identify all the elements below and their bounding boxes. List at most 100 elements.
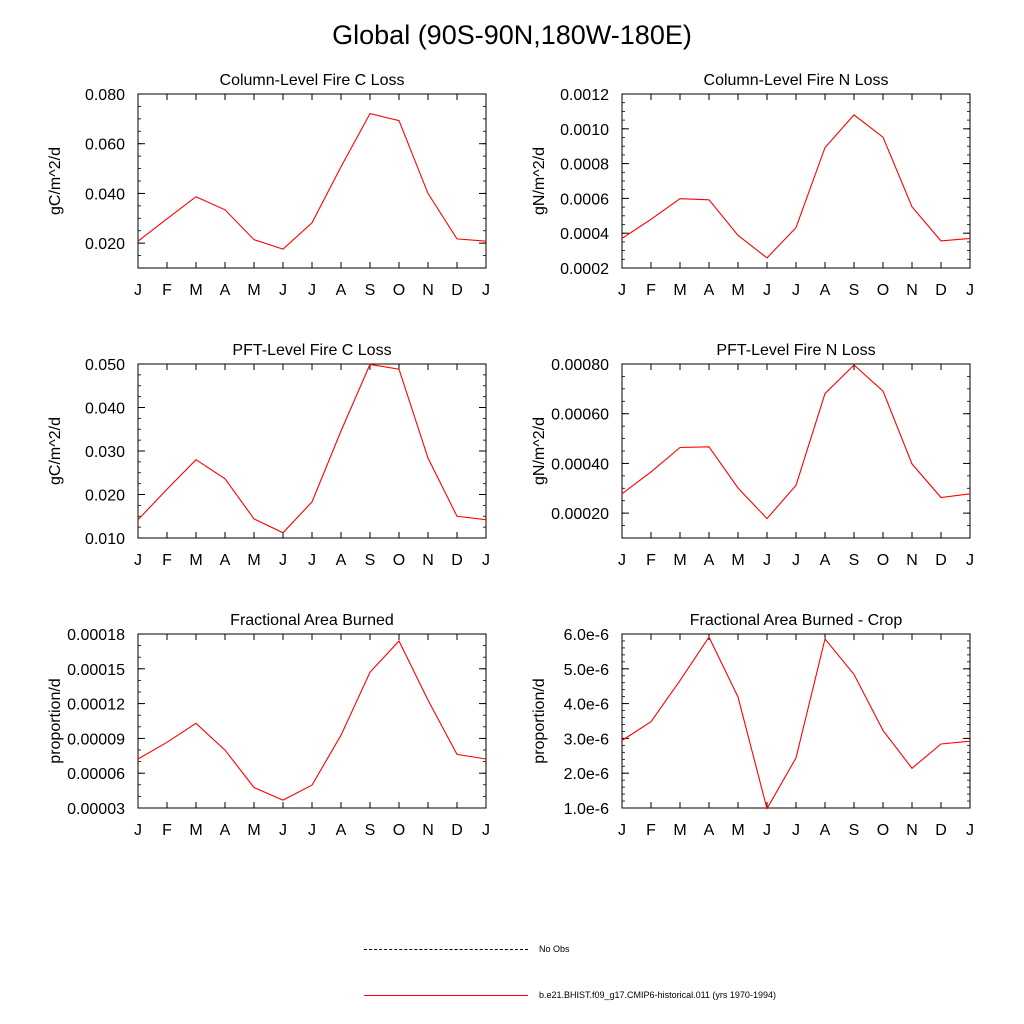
y-tick-label: 0.0012 [560,87,609,104]
y-axis-label: gC/m^2/d [47,417,64,485]
panel-title: Column-Level Fire N Loss [704,72,889,89]
series-line [137,363,487,534]
y-tick-label: 6.0e-6 [564,627,609,644]
x-tick-label: F [162,552,172,569]
x-tick-label: M [247,822,260,839]
x-tick-label: J [966,282,974,299]
series-line [137,112,487,250]
plot-frame [621,633,971,809]
x-tick-label: O [877,282,889,299]
y-axis-label: gN/m^2/d [531,417,548,485]
x-tick-label: M [247,552,260,569]
plot-frame [137,93,487,269]
x-tick-label: J [482,282,490,299]
y-tick-label: 0.00040 [551,456,609,473]
y-tick-label: 0.00015 [67,662,125,679]
x-tick-label: J [618,552,626,569]
y-tick-label: 0.0006 [560,191,609,208]
y-tick-label: 0.0004 [560,226,609,243]
x-tick-label: D [935,282,947,299]
x-tick-label: M [189,282,202,299]
y-tick-label: 0.0008 [560,157,609,174]
x-tick-label: J [966,552,974,569]
x-tick-label: J [482,552,490,569]
x-tick-label: A [336,822,347,839]
x-tick-label: M [731,552,744,569]
x-tick-label: O [393,822,405,839]
x-tick-label: O [877,552,889,569]
x-tick-label: D [935,552,947,569]
y-tick-label: 0.00009 [67,731,125,748]
x-tick-label: N [906,822,918,839]
plot-frame [621,363,971,539]
x-tick-label: S [849,552,860,569]
series-line [621,364,971,520]
legend-line-model [364,995,528,996]
panel-title: Fractional Area Burned [230,612,394,629]
x-tick-label: S [849,282,860,299]
y-tick-label: 4.0e-6 [564,697,609,714]
legend-label-model: b.e21.BHIST.f09_g17.CMIP6-historical.011… [539,990,776,1000]
x-tick-label: J [308,552,316,569]
y-tick-label: 0.040 [85,186,125,203]
x-tick-label: J [308,282,316,299]
x-tick-label: S [365,552,376,569]
plot-frame [621,93,971,269]
x-tick-label: F [646,282,656,299]
y-tick-label: 0.030 [85,444,125,461]
y-axis-label: gN/m^2/d [531,147,548,215]
series-line [621,635,971,811]
x-tick-label: J [134,822,142,839]
y-tick-label: 0.060 [85,137,125,154]
x-tick-label: A [704,552,715,569]
x-tick-label: A [704,822,715,839]
x-tick-label: N [906,282,918,299]
y-tick-label: 0.0010 [560,122,609,139]
y-tick-label: 0.050 [85,357,125,374]
x-tick-label: N [422,822,434,839]
x-tick-label: O [393,552,405,569]
panel-title: Column-Level Fire C Loss [220,72,405,89]
panel-title: PFT-Level Fire C Loss [232,342,391,359]
x-tick-label: M [731,822,744,839]
x-tick-label: N [906,552,918,569]
x-tick-label: S [849,822,860,839]
x-tick-label: M [673,822,686,839]
x-tick-label: F [162,282,172,299]
y-axis-label: proportion/d [531,678,548,763]
plot-frame [137,633,487,809]
x-tick-label: D [451,552,463,569]
x-tick-label: J [792,822,800,839]
legend-label-no-obs: No Obs [539,944,570,954]
y-tick-label: 2.0e-6 [564,766,609,783]
y-axis-label: proportion/d [47,678,64,763]
x-tick-label: J [308,822,316,839]
x-tick-label: O [393,282,405,299]
x-tick-label: M [731,282,744,299]
x-tick-label: J [618,822,626,839]
y-tick-label: 0.080 [85,87,125,104]
x-tick-label: J [279,822,287,839]
x-tick-label: A [220,282,231,299]
x-tick-label: J [792,552,800,569]
x-tick-label: D [451,822,463,839]
x-tick-label: J [792,282,800,299]
y-tick-label: 0.020 [85,236,125,253]
x-tick-label: J [482,822,490,839]
x-tick-label: O [877,822,889,839]
x-tick-label: F [646,822,656,839]
x-tick-label: J [279,282,287,299]
chart-panel-1: J F M A M J J A S O N D J0.0200.0400.0600.080Column-… [47,72,490,299]
x-tick-label: M [189,552,202,569]
x-tick-label: J [279,552,287,569]
plot-frame [137,363,487,539]
x-tick-label: J [763,282,771,299]
x-tick-label: A [220,822,231,839]
x-tick-label: N [422,282,434,299]
panel-title: Fractional Area Burned - Crop [690,612,903,629]
y-tick-label: 1.0e-6 [564,801,609,818]
y-tick-label: 5.0e-6 [564,662,609,679]
chart-panel-6: J F M A M J J A S O N D J1.0e-62.0e-63.0e-64.0e-65.0… [531,612,974,839]
x-tick-label: A [820,822,831,839]
